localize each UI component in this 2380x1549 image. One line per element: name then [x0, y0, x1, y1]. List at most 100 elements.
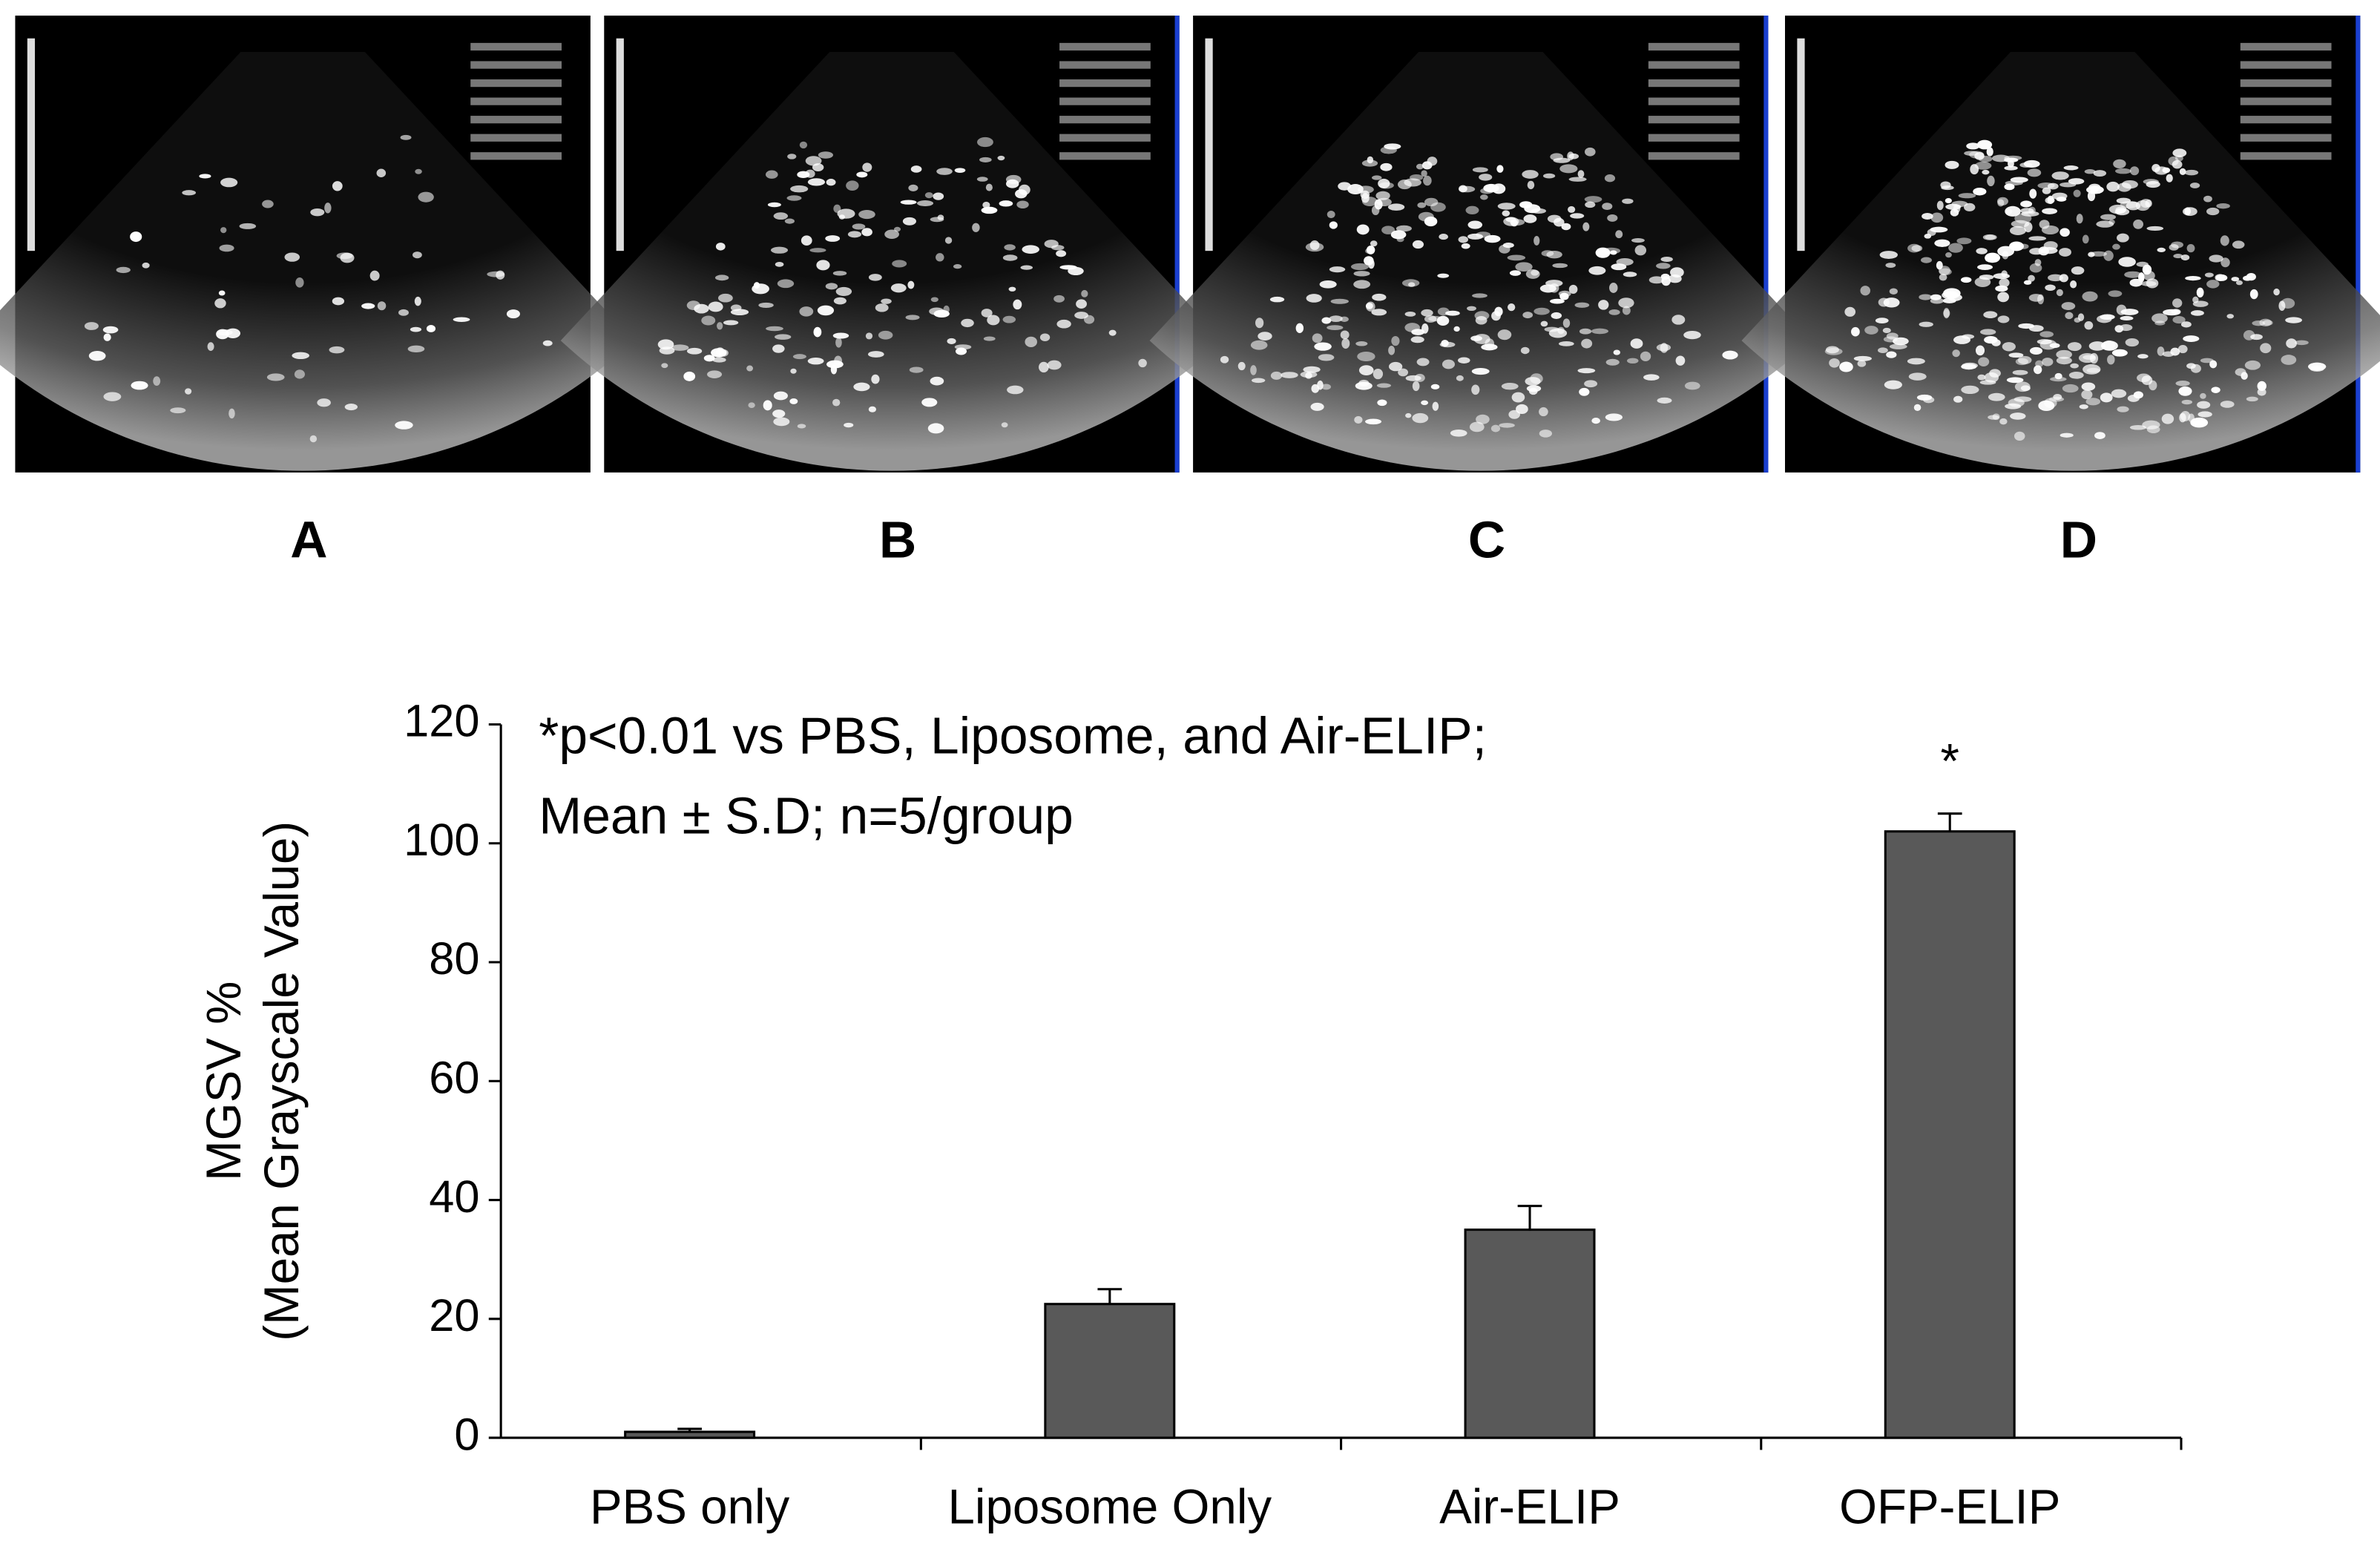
speckle [772, 344, 785, 353]
speckle [2140, 280, 2157, 286]
speckle [1520, 346, 1530, 355]
speckle [2196, 287, 2204, 297]
speckle [1220, 355, 1229, 364]
speckle [116, 266, 131, 274]
speckle [1945, 160, 1959, 169]
speckle [1945, 198, 1952, 204]
speckle [671, 344, 689, 351]
speckle [2008, 398, 2025, 407]
speckle [955, 347, 967, 355]
speckle [2168, 156, 2179, 166]
speckle [976, 177, 988, 182]
speckle [1039, 333, 1051, 341]
speckle [1956, 237, 1972, 245]
speckle [775, 262, 784, 267]
speckle [2005, 180, 2023, 185]
info-text-line [1059, 134, 1151, 142]
speckle [1579, 387, 1590, 396]
speckle [1683, 330, 1701, 340]
speckle [2146, 180, 2160, 188]
info-text-line [1648, 79, 1740, 88]
speckle [2203, 195, 2212, 203]
speckle [2249, 289, 2258, 300]
speckle [1053, 295, 1065, 303]
speckle [1829, 358, 1840, 368]
speckle [1360, 190, 1370, 199]
speckle [1479, 174, 1493, 181]
speckle [1648, 276, 1665, 284]
speckle [924, 192, 933, 199]
speckle [999, 200, 1013, 207]
speckle [1545, 280, 1563, 287]
speckle [703, 355, 715, 362]
speckle [1519, 201, 1533, 208]
speckle [1574, 302, 1590, 308]
speckle [2028, 236, 2047, 241]
speckle [1977, 264, 1993, 271]
speckle [763, 400, 772, 411]
speckle [1542, 173, 1556, 179]
speckle [1516, 404, 1528, 415]
speckle [131, 381, 148, 390]
bar-chart: *p<0.01 vs PBS, Liposome, and Air-ELIP; … [197, 696, 2183, 1534]
speckle [807, 358, 824, 365]
speckle [2169, 243, 2179, 251]
speckle [2246, 396, 2258, 402]
x-tick-label: OFP-ELIP [1839, 1480, 2060, 1534]
speckle [1613, 349, 1621, 355]
speckle [1358, 365, 1374, 376]
speckle [2142, 420, 2160, 430]
speckle [1396, 225, 1412, 232]
speckle [1494, 306, 1503, 317]
speckle [767, 202, 781, 208]
speckle [2017, 355, 2032, 365]
speckle [1561, 223, 1571, 231]
speckle [807, 178, 826, 186]
speckle [1930, 212, 1944, 223]
speckle [2281, 355, 2297, 365]
speckle [1684, 381, 1700, 390]
speckle [1396, 237, 1404, 243]
speckle [790, 185, 809, 193]
speckle [1039, 361, 1049, 373]
speckle [453, 317, 470, 322]
speckle [1412, 240, 1424, 249]
speckle [909, 366, 924, 373]
speckle [1417, 202, 1427, 208]
speckle [2074, 318, 2081, 323]
speckle [1357, 185, 1374, 194]
speckle [862, 162, 872, 172]
speckle [1389, 361, 1403, 372]
speckle [686, 347, 703, 355]
speckle [2183, 335, 2200, 342]
speckle [784, 218, 795, 224]
speckle [707, 370, 723, 378]
y-axis-title: MGSV % [197, 981, 251, 1181]
speckle [2220, 401, 2235, 408]
speckle [1321, 384, 1331, 390]
speckle [2063, 165, 2079, 171]
speckle [2120, 315, 2134, 321]
speckle [2005, 205, 2021, 217]
speckle [1056, 250, 1067, 257]
speckle [982, 201, 990, 208]
speckle [1384, 143, 1401, 150]
speckle [1458, 357, 1470, 364]
speckle [972, 223, 980, 232]
speckle [2177, 344, 2188, 354]
speckle [1507, 254, 1526, 261]
speckle [1480, 188, 1493, 194]
speckle [2028, 274, 2035, 282]
speckle [1461, 243, 1470, 249]
speckle [1604, 174, 1616, 182]
speckle [216, 329, 229, 340]
speckle [1497, 203, 1516, 210]
speckle [2023, 280, 2032, 285]
speckle [2053, 394, 2062, 401]
info-text-line [2240, 97, 2332, 105]
speckle [1509, 270, 1522, 276]
speckle [1936, 260, 1943, 270]
speckle [1539, 430, 1553, 438]
speckle [1991, 339, 2001, 346]
speckle [292, 352, 309, 360]
